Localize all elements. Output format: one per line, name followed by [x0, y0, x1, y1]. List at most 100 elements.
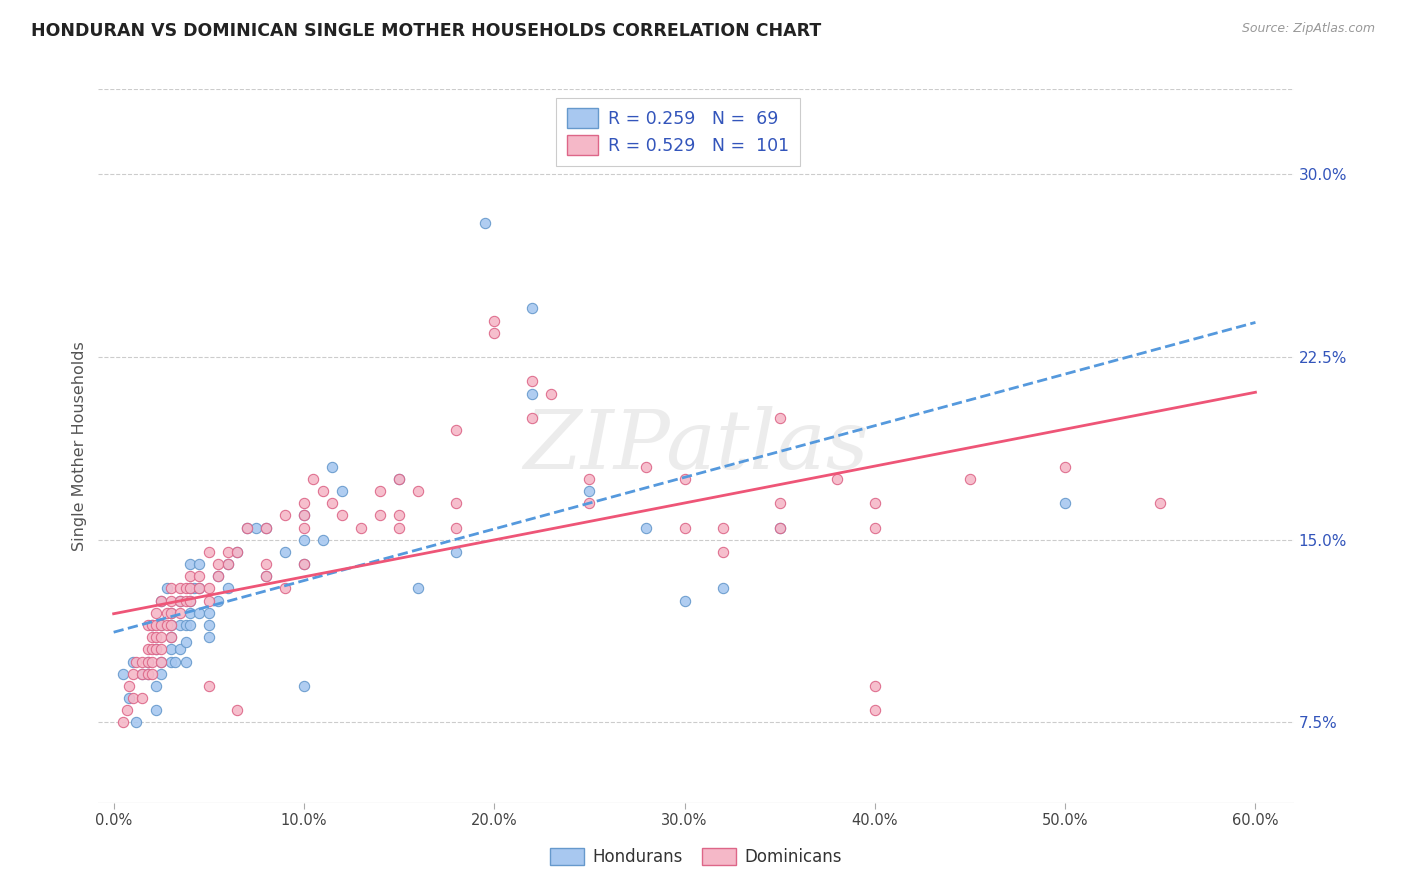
Point [368, 484, 391, 499]
Point [292, 557, 315, 571]
Point [188, 569, 211, 583]
Point [863, 679, 886, 693]
Point [302, 472, 325, 486]
Point [863, 703, 886, 717]
Point [159, 630, 181, 644]
Point [188, 557, 211, 571]
Point [163, 655, 186, 669]
Point [145, 630, 167, 644]
Point [159, 606, 181, 620]
Point [825, 472, 848, 486]
Point [484, 326, 506, 340]
Point [274, 582, 297, 596]
Point [174, 635, 197, 649]
Point [274, 545, 297, 559]
Point [254, 569, 277, 583]
Point [198, 630, 221, 644]
Point [169, 593, 191, 607]
Point [179, 557, 201, 571]
Point [292, 679, 315, 693]
Point [236, 520, 259, 534]
Point [159, 630, 181, 644]
Point [711, 545, 734, 559]
Point [292, 496, 315, 510]
Point [112, 715, 135, 730]
Point [179, 582, 201, 596]
Point [321, 459, 343, 474]
Point [150, 655, 173, 669]
Point [169, 593, 191, 607]
Point [863, 520, 886, 534]
Point [1054, 459, 1077, 474]
Point [217, 557, 239, 571]
Point [522, 301, 544, 316]
Point [131, 666, 153, 681]
Point [145, 642, 167, 657]
Point [388, 472, 411, 486]
Point [198, 606, 221, 620]
Point [150, 618, 173, 632]
Point [141, 630, 163, 644]
Point [578, 484, 600, 499]
Point [136, 655, 159, 669]
Point [474, 216, 496, 230]
Legend: Hondurans, Dominicans: Hondurans, Dominicans [544, 841, 848, 873]
Point [1054, 496, 1077, 510]
Point [292, 508, 315, 523]
Point [217, 545, 239, 559]
Point [188, 582, 211, 596]
Point [179, 606, 201, 620]
Point [406, 484, 429, 499]
Point [711, 582, 734, 596]
Point [141, 666, 163, 681]
Point [312, 533, 335, 547]
Point [159, 618, 181, 632]
Point [150, 630, 173, 644]
Point [198, 593, 221, 607]
Point [159, 606, 181, 620]
Point [121, 666, 143, 681]
Point [179, 569, 201, 583]
Y-axis label: Single Mother Households: Single Mother Households [72, 341, 87, 551]
Point [444, 545, 467, 559]
Point [118, 691, 141, 706]
Point [150, 642, 173, 657]
Point [769, 411, 792, 425]
Point [1149, 496, 1171, 510]
Point [226, 545, 249, 559]
Point [141, 618, 163, 632]
Text: HONDURAN VS DOMINICAN SINGLE MOTHER HOUSEHOLDS CORRELATION CHART: HONDURAN VS DOMINICAN SINGLE MOTHER HOUS… [31, 22, 821, 40]
Point [145, 703, 167, 717]
Point [217, 582, 239, 596]
Point [136, 642, 159, 657]
Point [330, 484, 353, 499]
Point [673, 520, 696, 534]
Point [292, 533, 315, 547]
Point [179, 593, 201, 607]
Point [125, 715, 148, 730]
Point [321, 496, 343, 510]
Point [150, 593, 173, 607]
Point [292, 557, 315, 571]
Point [179, 618, 201, 632]
Point [254, 520, 277, 534]
Point [207, 569, 229, 583]
Point [198, 679, 221, 693]
Point [159, 582, 181, 596]
Point [444, 520, 467, 534]
Point [145, 679, 167, 693]
Point [174, 593, 197, 607]
Point [769, 496, 792, 510]
Point [198, 618, 221, 632]
Point [368, 508, 391, 523]
Point [188, 606, 211, 620]
Point [636, 459, 658, 474]
Point [179, 593, 201, 607]
Point [174, 582, 197, 596]
Text: Source: ZipAtlas.com: Source: ZipAtlas.com [1241, 22, 1375, 36]
Point [179, 582, 201, 596]
Point [312, 484, 335, 499]
Point [226, 703, 249, 717]
Point [207, 557, 229, 571]
Point [141, 655, 163, 669]
